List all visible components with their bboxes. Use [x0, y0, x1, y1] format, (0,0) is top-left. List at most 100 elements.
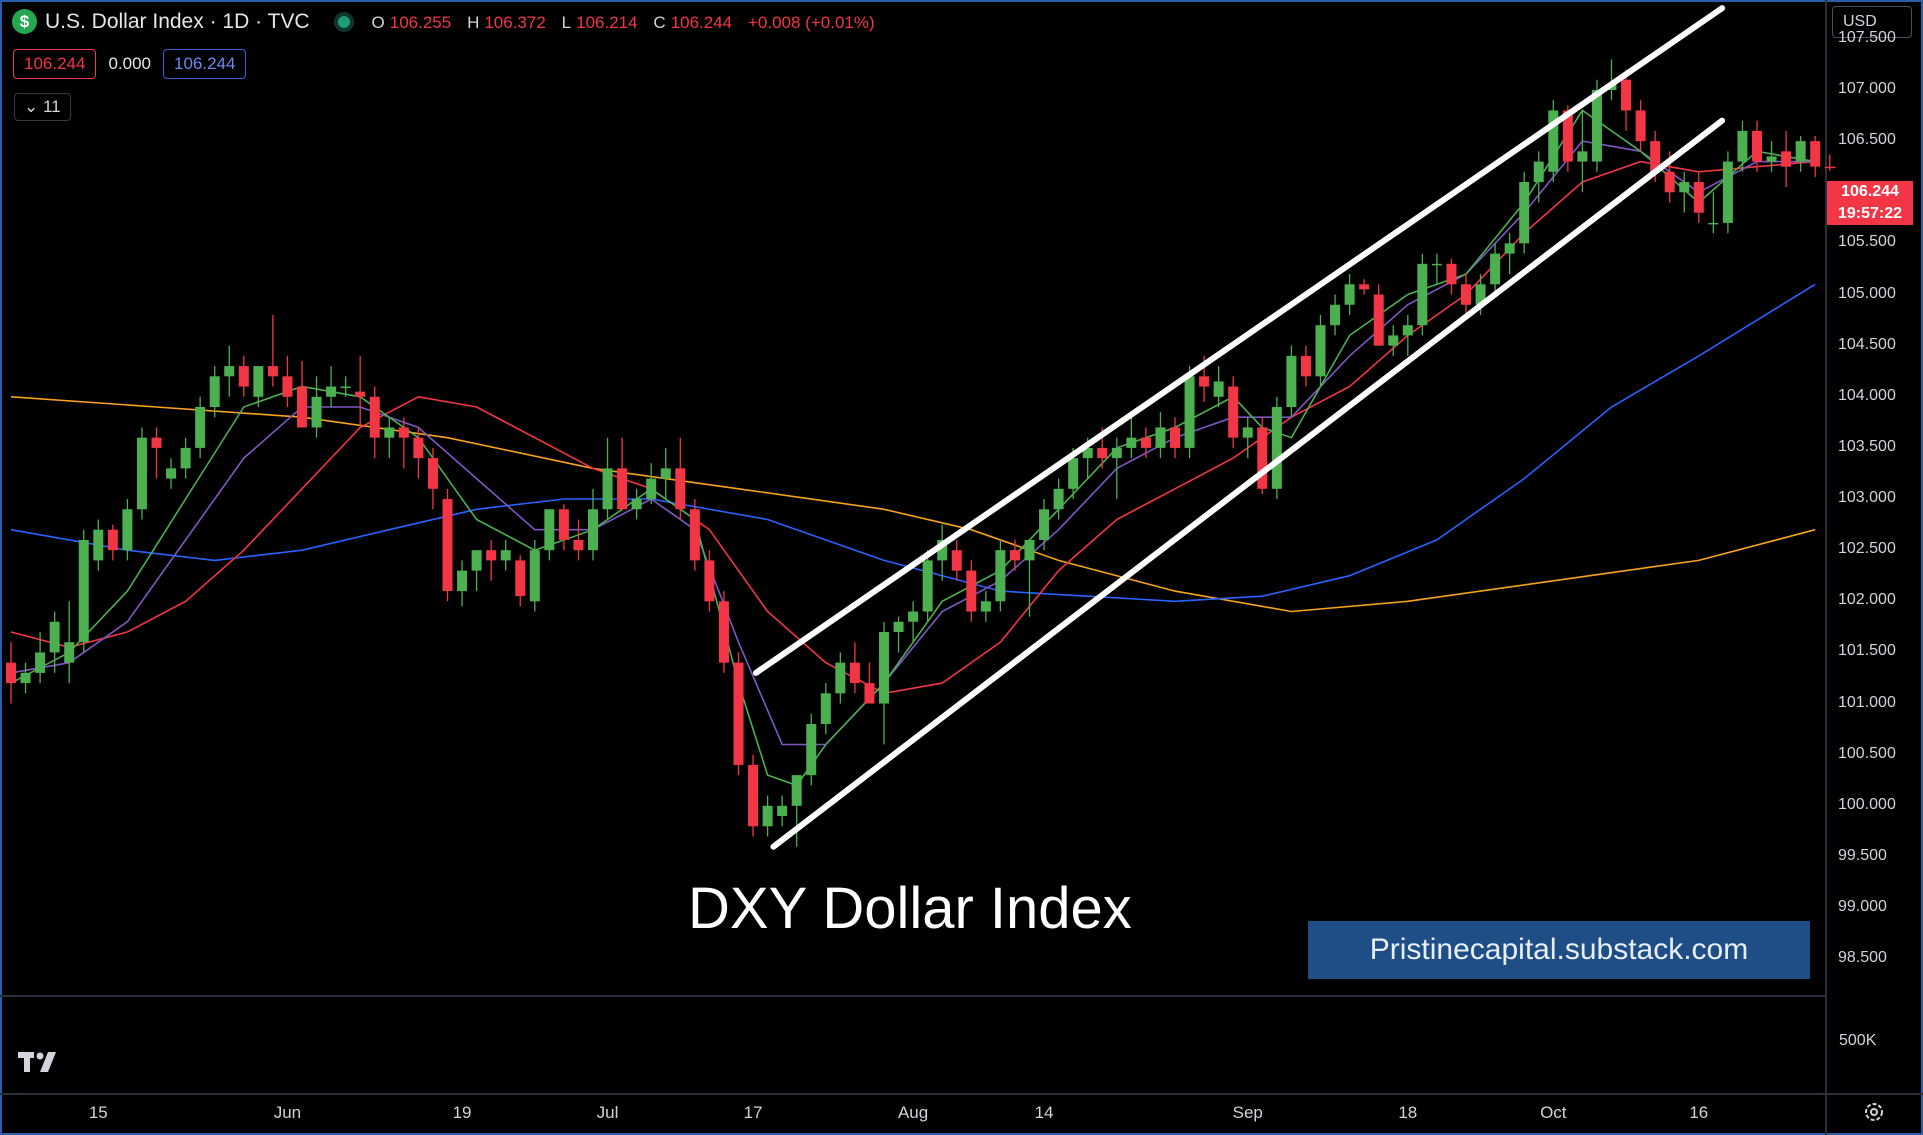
candle-body	[297, 386, 307, 428]
candle	[1184, 366, 1195, 459]
candle-body	[1184, 376, 1195, 448]
candle-body	[675, 468, 686, 510]
candle	[20, 662, 31, 694]
symbol-header[interactable]: $ U.S. Dollar Index · 1D · TVC O 106.255 …	[12, 9, 885, 34]
candle-body	[384, 427, 395, 438]
candle	[224, 345, 235, 397]
candle-body	[631, 499, 642, 510]
candle	[1373, 284, 1384, 346]
candle	[544, 509, 555, 561]
candle	[922, 550, 933, 622]
ask-pill[interactable]: 106.244	[163, 49, 247, 79]
candle-body	[1388, 335, 1399, 346]
candle-body	[1155, 427, 1166, 448]
price-tick-label: 101.000	[1838, 693, 1896, 711]
candle	[806, 713, 817, 786]
candle-body	[1461, 284, 1471, 305]
candle-body	[136, 437, 147, 510]
candles[interactable]	[6, 59, 1835, 847]
candle-body	[1082, 447, 1093, 459]
candle	[1722, 151, 1733, 234]
ma-line-1	[10, 283, 1816, 603]
candle	[1024, 539, 1035, 617]
candle-body	[791, 775, 802, 806]
gear-icon[interactable]	[1862, 1100, 1886, 1124]
time-tick-label: 17	[743, 1103, 763, 1122]
candle-body	[1708, 222, 1719, 225]
candle-body	[1242, 427, 1253, 438]
candle	[209, 366, 220, 418]
price-tick-label: 100.000	[1838, 795, 1896, 813]
candle	[588, 488, 598, 561]
candle	[1053, 478, 1064, 520]
candle	[631, 488, 642, 520]
candle-body	[762, 805, 773, 827]
candle	[253, 366, 264, 407]
channel-lines[interactable]	[752, 5, 1726, 850]
candle	[1766, 141, 1777, 172]
candle-body	[515, 560, 526, 597]
candle	[1111, 437, 1122, 500]
candle-body	[427, 458, 438, 489]
candle	[1548, 100, 1559, 183]
currency-button[interactable]: USD	[1832, 6, 1912, 38]
candle-body	[966, 570, 977, 612]
candle	[1737, 120, 1748, 172]
candle-body	[340, 386, 351, 389]
candle-body	[849, 662, 860, 684]
candle	[297, 360, 307, 428]
candle	[791, 775, 802, 847]
time-tick-label: 16	[1689, 1103, 1709, 1122]
candle-body	[500, 550, 511, 561]
ma-line-3	[10, 140, 1816, 746]
candle-body	[253, 366, 264, 397]
candle	[762, 795, 773, 837]
candle-body	[602, 468, 613, 510]
candle	[733, 652, 744, 776]
candle	[1635, 100, 1646, 152]
candle-body	[311, 396, 322, 428]
candle-body	[20, 672, 31, 684]
candle-body	[1213, 381, 1224, 397]
indicators-toggle[interactable]: ⌄ 11	[14, 93, 71, 121]
candle	[980, 591, 991, 622]
symbol-title[interactable]: U.S. Dollar Index · 1D · TVC	[45, 9, 310, 33]
candle-body	[1679, 182, 1690, 193]
candle	[195, 396, 206, 459]
time-tick-label: 18	[1398, 1103, 1418, 1122]
candle	[282, 355, 293, 407]
candle-body	[1417, 263, 1428, 326]
candle-body	[879, 631, 889, 704]
candle	[908, 601, 919, 643]
chevron-down-icon: ⌄	[24, 97, 39, 116]
candle	[78, 529, 89, 653]
candle-body	[107, 529, 118, 551]
candle-body	[1548, 110, 1559, 172]
candle-body	[1140, 437, 1151, 448]
candle	[1810, 136, 1821, 177]
candle-body	[195, 406, 206, 448]
candle	[1388, 325, 1399, 356]
bar-countdown: 19:57:22	[1837, 205, 1903, 222]
candle-body	[166, 468, 177, 479]
tradingview-logo-icon[interactable]	[18, 1050, 64, 1074]
candle	[1039, 499, 1050, 551]
price-tick-label: 98.500	[1838, 949, 1887, 967]
candle-body	[820, 693, 831, 725]
candle-body	[864, 683, 875, 704]
candle-body	[1533, 161, 1544, 183]
candle-body	[1795, 141, 1806, 162]
candle	[777, 795, 788, 827]
indicators-count: 11	[42, 97, 61, 116]
candle	[1533, 151, 1544, 203]
candle-body	[718, 601, 729, 663]
candle-body	[1446, 263, 1457, 285]
candle-body	[1373, 294, 1384, 346]
quote-pills: 106.244 0.000 106.244	[13, 49, 247, 79]
bid-pill[interactable]: 106.244	[13, 49, 97, 79]
candle-body	[93, 529, 104, 561]
candle-body	[1766, 156, 1777, 162]
candle	[1315, 314, 1326, 387]
candle-body	[1664, 171, 1675, 193]
